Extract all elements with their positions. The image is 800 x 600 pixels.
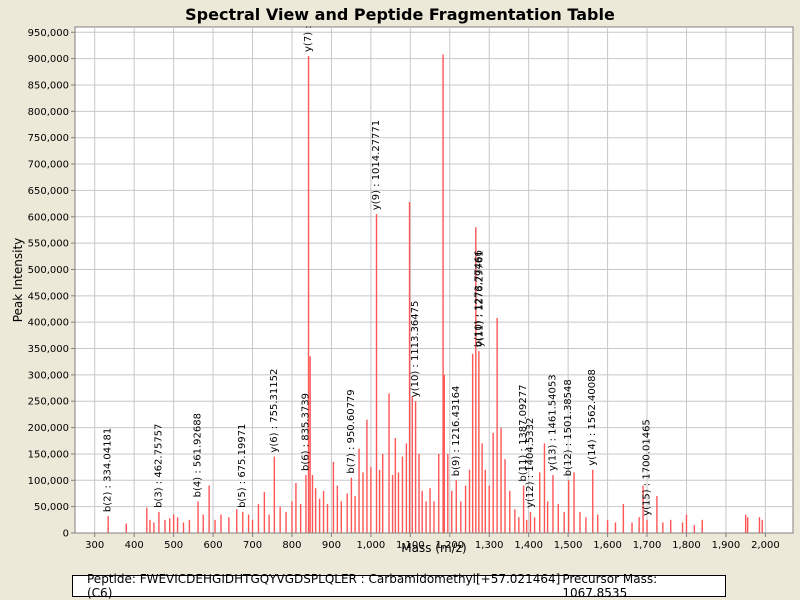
y-tick-label: 50,000	[34, 502, 69, 513]
y-tick-label: 750,000	[28, 133, 69, 144]
x-tick-label: 1,800	[672, 540, 701, 551]
plot-area	[74, 26, 794, 534]
x-axis-title: Mass (m/z)	[401, 541, 466, 555]
peak-annotation-label: b(2) : 334.04181	[103, 428, 114, 512]
x-tick-label: 1,000	[357, 540, 386, 551]
x-tick-label: 1,900	[712, 540, 741, 551]
y-tick-label: 350,000	[28, 344, 69, 355]
peak-annotation-label: b(5) : 675.19971	[237, 424, 248, 508]
peak-annotation-label: y(6) : 755.31152	[269, 369, 280, 453]
spectrum-chart: Spectral View and Peptide Fragmentation …	[11, 5, 794, 555]
chart-title: Spectral View and Peptide Fragmentation …	[185, 5, 615, 24]
y-tick-label: 400,000	[28, 318, 69, 329]
x-tick-label: 900	[322, 540, 341, 551]
x-tick-label: 600	[204, 540, 223, 551]
peak-annotation-label: y(12) : 1404.5332	[525, 418, 536, 508]
x-axis: 300 400 500 600 700 800 900 1,000 1,100 1,200 1,30…	[75, 532, 793, 551]
y-tick-label: 100,000	[28, 476, 69, 487]
x-tick-label: 1,100	[396, 540, 425, 551]
y-axis-title: Peak Intensity	[11, 238, 25, 323]
peak-annotation-label: y(15) : 1700.01465	[642, 419, 653, 516]
y-tick-label: 550,000	[28, 239, 69, 250]
peak-annotations: b(2) : 334.04181 b(3) : 462.75757 b(4) : 5…	[103, 25, 653, 515]
x-tick-label: 1,600	[593, 540, 622, 551]
y-tick-label: 200,000	[28, 423, 69, 434]
peak-annotation-label: b(4) : 561.92688	[193, 413, 204, 497]
peak-annotation-label: b(7) : 950.60779	[346, 389, 357, 473]
peak-annotation-label: y(10) : 1113.36475	[410, 301, 421, 398]
peak-annotation-label: y(9) : 1014.27771	[371, 120, 382, 210]
y-tick-label: 700,000	[28, 160, 69, 171]
y-tick-label: 300,000	[28, 370, 69, 381]
peak-annotation-label: b(6) : 835.3739	[300, 393, 311, 471]
peptide-info-box: Peptide: FWEVICDEHGIDHTGQYVGDSPLQLER : C…	[72, 572, 726, 600]
x-tick-label: 1,200	[435, 540, 464, 551]
x-tick-label: 800	[282, 540, 301, 551]
y-tick-label: 0	[63, 529, 69, 540]
peak-annotation-label: y(13) : 1461.54053	[547, 374, 558, 471]
peak-bars	[107, 54, 763, 533]
y-tick-label: 850,000	[28, 80, 69, 91]
x-tick-label: 1,700	[633, 540, 662, 551]
x-tick-label: 300	[85, 540, 104, 551]
y-tick-label: 250,000	[28, 397, 69, 408]
peak-annotation-label: y(7) :	[303, 25, 314, 52]
y-tick-label: 800,000	[28, 107, 69, 118]
x-tick-label: 400	[125, 540, 144, 551]
grid-lines	[75, 27, 793, 533]
peak-annotation-label: b(9) : 1216.43164	[451, 386, 462, 477]
y-tick-label: 650,000	[28, 186, 69, 197]
y-axis: 0 50,000 100,000 150,000 200,000 250,000 300,0…	[28, 27, 76, 540]
peak-annotation-label: b(11) : 1387.09277	[518, 385, 529, 482]
x-tick-label: 700	[243, 540, 262, 551]
x-tick-label: 1,400	[514, 540, 543, 551]
x-tick-label: 1,300	[475, 540, 504, 551]
x-tick-label: 500	[164, 540, 183, 551]
peak-annotation-label: b(10) : 1273.77466	[473, 250, 484, 347]
peak-annotation-label: y(14) : 1562.40088	[587, 369, 598, 466]
peptide-label: Peptide: FWEVICDEHGIDHTGQYVGDSPLQLER : C…	[87, 572, 561, 600]
peak-annotation-label: b(12) : 1501.38548	[563, 379, 574, 476]
precursor-mass-label: Precursor Mass: 1067.8535	[562, 572, 658, 600]
y-tick-label: 450,000	[28, 291, 69, 302]
y-tick-label: 600,000	[28, 212, 69, 223]
y-tick-label: 950,000	[28, 28, 69, 39]
y-tick-label: 500,000	[28, 265, 69, 276]
peak-annotation-label: b(3) : 462.75757	[153, 424, 164, 508]
x-tick-label: 2,000	[751, 540, 780, 551]
peak-annotation-label: y(11) : 1276.29761	[474, 251, 485, 348]
y-tick-label: 150,000	[28, 449, 69, 460]
x-tick-label: 1,500	[554, 540, 583, 551]
y-tick-label: 900,000	[28, 54, 69, 65]
